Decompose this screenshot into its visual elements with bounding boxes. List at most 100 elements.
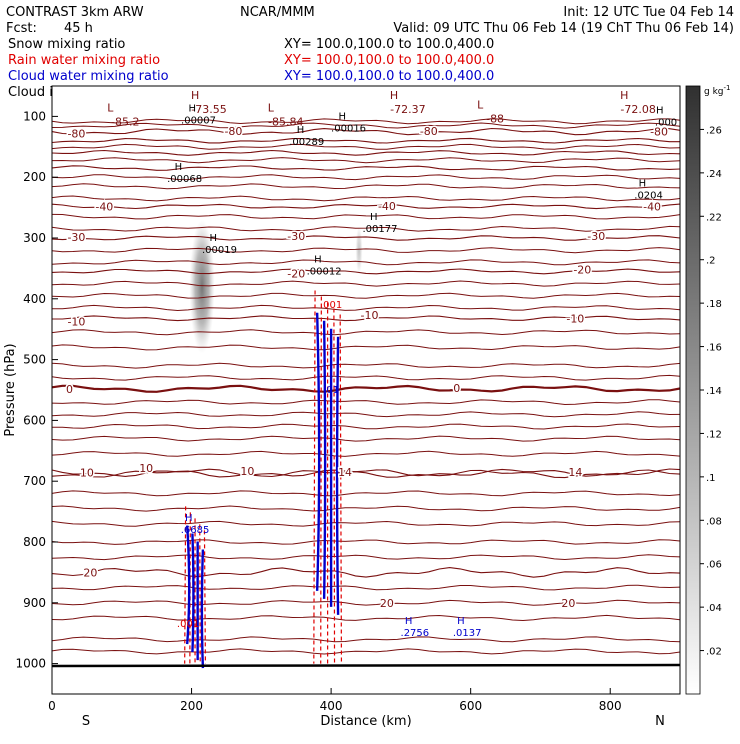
colorbar-unit-base: g kg bbox=[704, 87, 724, 97]
mixing-ratio-max-marker: H bbox=[209, 233, 217, 244]
mixing-ratio-max-marker: H bbox=[370, 212, 378, 223]
contour-value-label: .01 bbox=[323, 385, 339, 396]
y-tick-label: 300 bbox=[23, 231, 46, 245]
temperature-extremum-marker: H bbox=[620, 89, 628, 102]
temperature-extremum-value: -85.2 bbox=[111, 115, 139, 128]
colorbar bbox=[686, 86, 700, 694]
colorbar-tick-label: .08 bbox=[706, 516, 722, 527]
x-tick-label: 0 bbox=[48, 699, 56, 713]
colorbar-tick-label: .16 bbox=[706, 343, 722, 354]
contour-value-label: .001 bbox=[320, 300, 342, 311]
temperature-extremum-marker: L bbox=[477, 98, 484, 111]
colorbar-ticks: .02.04.06.08.1.12.14.16.18.2.22.24.26 bbox=[700, 125, 722, 657]
isotherm-label: 20 bbox=[561, 597, 575, 610]
end-label-south: S bbox=[82, 714, 90, 729]
colorbar-tick-label: .12 bbox=[706, 429, 722, 440]
colorbar-unit-exp: -1 bbox=[724, 84, 731, 92]
isotherm-label: 0 bbox=[66, 383, 73, 396]
mixing-ratio-max-marker: H bbox=[656, 106, 664, 117]
mixing-ratio-max-value: .00007 bbox=[181, 116, 216, 127]
init-time: Init: 12 UTC Tue 04 Feb 14 bbox=[563, 5, 734, 20]
ice-blob-1 bbox=[356, 226, 363, 275]
isotherm-label: -40 bbox=[378, 200, 396, 213]
mixing-ratio-max-marker: H bbox=[297, 125, 305, 136]
isotherm-label: 20 bbox=[380, 597, 394, 610]
field-xy-1: XY= 100.0,100.0 to 100.0,400.0 bbox=[284, 53, 494, 68]
colorbar-tick-label: .22 bbox=[706, 212, 722, 223]
isotherm-label: -80 bbox=[420, 125, 438, 138]
colorbar-tick-label: .04 bbox=[706, 603, 722, 614]
x-axis-label: Distance (km) bbox=[320, 714, 411, 729]
x-tick-label: 600 bbox=[459, 699, 482, 713]
isotherm-label: 14 bbox=[568, 466, 582, 479]
mixing-ratio-max-value: .00289 bbox=[289, 137, 324, 148]
mixing-ratio-max-marker: H bbox=[339, 112, 347, 123]
isotherm-label: -40 bbox=[643, 200, 661, 213]
colorbar-tick-label: .02 bbox=[706, 647, 722, 658]
x-tick-label: 400 bbox=[320, 699, 343, 713]
colorbar-tick-label: .1 bbox=[706, 473, 716, 484]
isotherm-label: 0 bbox=[453, 382, 460, 395]
org-label: NCAR/MMM bbox=[240, 5, 315, 20]
mixing-ratio-max-marker: H bbox=[314, 254, 322, 265]
mixing-ratio-max-value: .0204 bbox=[634, 190, 663, 201]
colorbar-tick-label: .24 bbox=[706, 169, 722, 180]
forecast-hour-label: Fcst: bbox=[6, 21, 37, 36]
mixing-ratio-max-marker: H bbox=[405, 616, 413, 627]
colorbar-tick-label: .26 bbox=[706, 125, 722, 136]
y-tick-label: 600 bbox=[23, 413, 46, 427]
isotherm-label: 10 bbox=[80, 467, 94, 480]
temperature-extremum-value: -88 bbox=[486, 112, 504, 125]
valid-time: Valid: 09 UTC Thu 06 Feb 14 (19 ChT Thu … bbox=[393, 21, 734, 36]
y-tick-label: 200 bbox=[23, 170, 46, 184]
temperature-extremum-value: -73.55 bbox=[191, 103, 226, 116]
colorbar-unit: g kg-1 bbox=[704, 84, 730, 97]
temperature-extremum-marker: H bbox=[191, 89, 199, 102]
y-tick-label: 1000 bbox=[15, 657, 46, 671]
surface-line bbox=[52, 665, 680, 666]
mixing-ratio-max-marker: H bbox=[457, 616, 465, 627]
field-name-0: Snow mixing ratio bbox=[8, 37, 125, 52]
end-label-north: N bbox=[655, 714, 665, 729]
y-tick-label: 500 bbox=[23, 353, 46, 367]
colorbar-tick-label: .06 bbox=[706, 560, 722, 571]
isotherm-label: -20 bbox=[287, 267, 305, 280]
mixing-ratio-max-value: .00012 bbox=[307, 266, 342, 277]
cloud-water-contour bbox=[202, 550, 203, 669]
isotherm-label: -80 bbox=[67, 127, 85, 140]
isotherm-label: 20 bbox=[83, 566, 97, 579]
mixing-ratio-max-marker: H bbox=[189, 104, 197, 115]
cloud-water-contour bbox=[192, 534, 193, 653]
y-tick-label: 800 bbox=[23, 535, 46, 549]
mixing-ratio-max-value: .2756 bbox=[401, 628, 430, 639]
temperature-extremum-marker: L bbox=[107, 101, 114, 114]
mixing-ratio-max-value: .0137 bbox=[453, 628, 482, 639]
isotherm-label: -40 bbox=[95, 200, 113, 213]
mixing-ratio-max-marker: H bbox=[185, 513, 193, 524]
field-name-2: Cloud water mixing ratio bbox=[8, 69, 169, 84]
mixing-ratio-max-value: .00068 bbox=[167, 174, 202, 185]
temperature-extremum-marker: L bbox=[268, 101, 275, 114]
isotherm-label: -30 bbox=[67, 231, 85, 244]
field-name-1: Rain water mixing ratio bbox=[8, 53, 160, 68]
isotherm-label: -30 bbox=[287, 230, 305, 243]
temperature-extremum-marker: H bbox=[390, 89, 398, 102]
y-tick-label: 400 bbox=[23, 292, 46, 306]
colorbar-tick-label: .2 bbox=[706, 256, 716, 267]
y-tick-label: 100 bbox=[23, 109, 46, 123]
isotherm-label: 14 bbox=[338, 466, 352, 479]
cloud-water-contour bbox=[324, 321, 325, 599]
colorbar-tick-label: .14 bbox=[706, 386, 722, 397]
isotherm-label: -10 bbox=[361, 309, 379, 322]
isotherm-label: 10 bbox=[240, 465, 254, 478]
forecast-hour-value: 45 h bbox=[64, 21, 93, 36]
field-xy-2: XY= 100.0,100.0 to 100.0,400.0 bbox=[284, 69, 494, 84]
contour-value-label: .001 bbox=[177, 619, 199, 630]
isotherm-label: -80 bbox=[224, 125, 242, 138]
mixing-ratio-max-value: .00177 bbox=[362, 224, 397, 235]
model-title: CONTRAST 3km ARW bbox=[6, 5, 144, 20]
isotherm-label: -10 bbox=[67, 315, 85, 328]
temperature-extremum-value: -72.08 bbox=[620, 103, 655, 116]
x-tick-label: 800 bbox=[599, 699, 622, 713]
